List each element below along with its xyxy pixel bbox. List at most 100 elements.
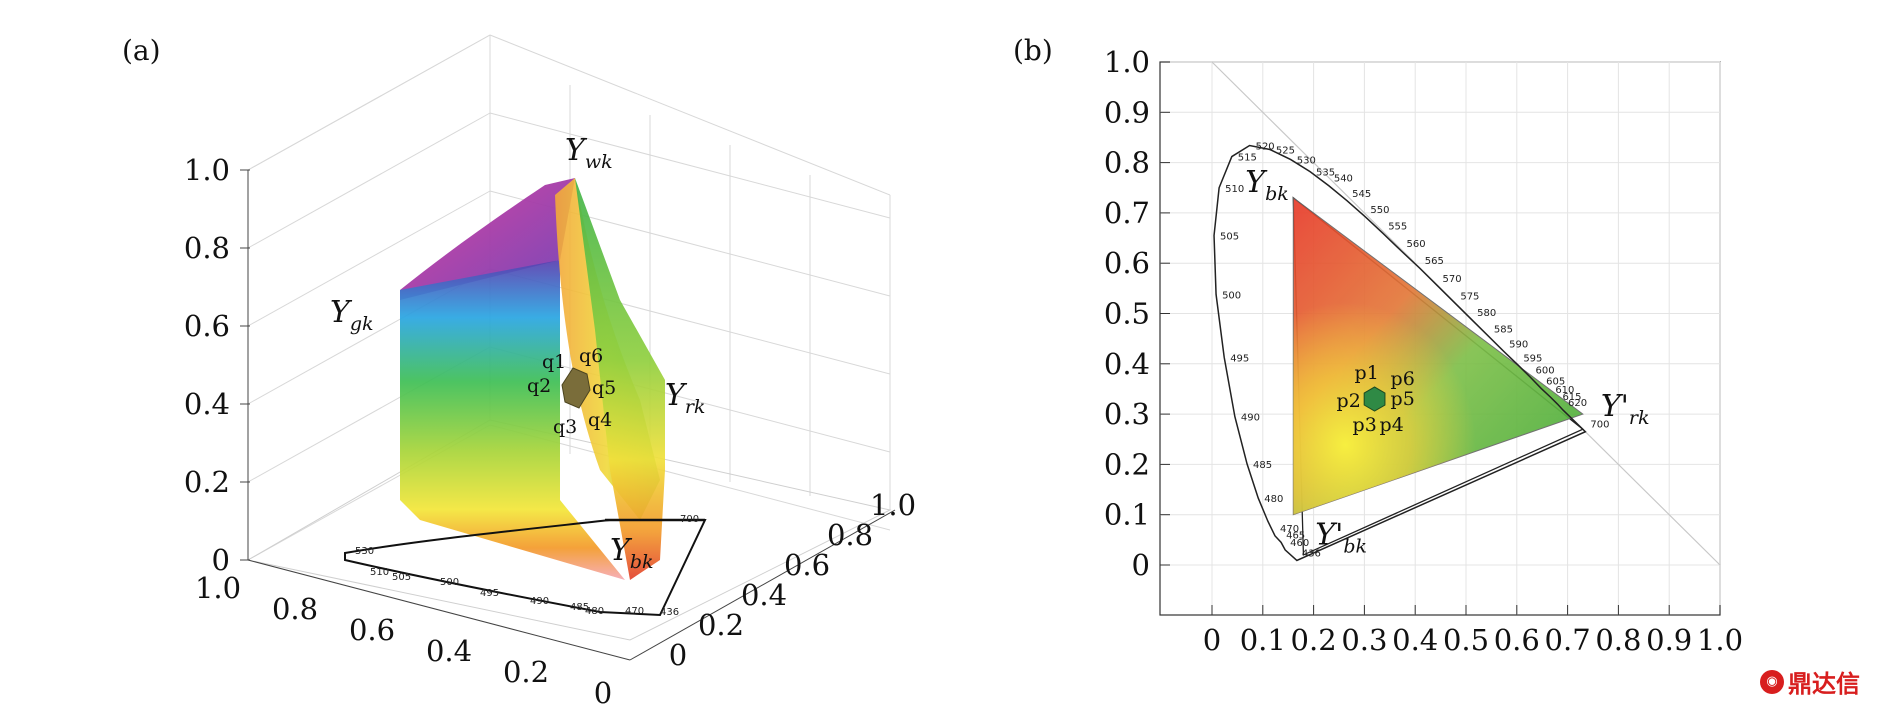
spectral-locus [1213, 144, 1587, 562]
surface-right-face [575, 178, 665, 580]
p-point-label: p1 [1355, 362, 1379, 384]
wavelength-label: 545 [1352, 189, 1371, 200]
panel-b-axis-ticks: 0 0.1 0.2 0.3 0.4 0.5 0.6 0.7 0.8 0.9 1.000.10.20.… [1104, 45, 1743, 657]
wavelength-label: 560 [1406, 239, 1425, 250]
vertex-label-ygk: Ygk [330, 295, 374, 335]
x-tick-label: 0.4 [1392, 623, 1438, 657]
q-point-label: q5 [592, 377, 616, 399]
panel-b-vertex-labels: Ybk Y'rk Y'bk [1245, 165, 1649, 558]
floor-wavelength-label: 436 [660, 607, 679, 618]
z-tick-label: 0.8 [184, 231, 230, 265]
y-tick-label: 0.6 [1104, 246, 1150, 280]
wavelength-label: 615 [1562, 392, 1581, 403]
surface-top-magenta [400, 178, 575, 300]
y-tick-label: 0.4 [741, 578, 787, 612]
x-tick-label: 1.0 [1697, 623, 1743, 657]
x-tick-label: 0.2 [1291, 623, 1337, 657]
y-tick-label: 0 [1132, 548, 1150, 582]
vertex-label-yrk: Yrk [665, 378, 705, 418]
wavelength-label: 490 [1241, 413, 1260, 424]
vertex-label-yrk-prime: Y'rk [1601, 389, 1650, 429]
y-axis-line [629, 509, 896, 661]
wavelength-label: 555 [1388, 222, 1407, 233]
x-tick-label: 0.8 [1595, 623, 1641, 657]
q-point-label: q6 [579, 345, 603, 367]
wavelength-label: 480 [1264, 494, 1283, 505]
x-tick-label: 0.1 [1240, 623, 1286, 657]
wavelength-label: 520 [1256, 141, 1275, 152]
z-tick-label: 0.2 [184, 465, 230, 499]
vertex-label-ywk: Ywk [565, 133, 613, 173]
floor-wavelength-label: 490 [530, 596, 549, 607]
x-tick-label: 0 [1203, 623, 1221, 657]
wavelength-label: 590 [1509, 340, 1528, 351]
box-edge [247, 34, 491, 171]
wavelength-label: 595 [1523, 353, 1542, 364]
y-tick-label: 0 [669, 638, 687, 672]
wavelength-label: 600 [1536, 365, 1555, 376]
wavelength-label: 500 [1222, 290, 1241, 301]
y-tick-label: 1.0 [870, 488, 916, 522]
wavelength-label: 540 [1334, 174, 1353, 185]
p-point-label: p3 [1353, 414, 1377, 436]
wavelength-label: 530 [1297, 156, 1316, 167]
x-tick-label: 0.6 [1494, 623, 1540, 657]
floor-wavelength-label: 480 [585, 606, 604, 617]
floor-wavelength-label: 700 [680, 514, 699, 525]
x-tick-label: 0.8 [272, 592, 318, 626]
floor-wavelength-label: 510 [370, 567, 389, 578]
x-tick-label: 0.9 [1646, 623, 1692, 657]
x-tick-label: 1.0 [195, 571, 241, 605]
3d-surface [400, 178, 665, 580]
p-point-label: p6 [1391, 368, 1415, 390]
y-tick-label: 0.8 [827, 518, 873, 552]
wavelength-label: 465 [1286, 530, 1305, 541]
z-tick-label: 0 [212, 543, 230, 577]
x-tick-label: 0.5 [1443, 623, 1489, 657]
x-tick-label: 0.2 [503, 655, 549, 689]
x-tick-label: 0.4 [426, 634, 472, 668]
vertex-label-ybk-prime: Y'bk [1315, 518, 1367, 558]
watermark-logo-icon: ◉ [1760, 669, 1784, 694]
panel-a-label: (a) [122, 34, 161, 67]
wavelength-label: 460 [1290, 538, 1309, 549]
wavelength-label: 620 [1568, 398, 1587, 409]
x-tick-label: 0.3 [1341, 623, 1387, 657]
vertex-label-ybk: Ybk [1245, 165, 1289, 205]
y-tick-label: 0.8 [1104, 146, 1150, 180]
y-tick-label: 0.2 [698, 608, 744, 642]
floor-wavelength-label: 530 [355, 546, 374, 557]
z-tick-label: 1.0 [184, 153, 230, 187]
q-point-label: q3 [553, 416, 577, 438]
wavelength-label: 550 [1370, 205, 1389, 216]
wavelength-label: 575 [1460, 291, 1479, 302]
vertex-label-ybk: Ybk [610, 533, 654, 573]
y-tick-label: 0.4 [1104, 347, 1150, 381]
watermark: ◉ 鼎达信 [1760, 664, 1860, 699]
wavelength-label: 585 [1494, 325, 1513, 336]
panel-b-label: (b) [1013, 34, 1053, 67]
floor-locus-outline [344, 519, 707, 617]
p-point-label: p4 [1380, 414, 1404, 436]
y-tick-label: 0.2 [1104, 447, 1150, 481]
x-tick-label: 0.7 [1545, 623, 1591, 657]
gamut-triangle-highlight [1293, 197, 1583, 515]
floor-wavelength-label: 495 [480, 588, 499, 599]
q-point-label: q1 [542, 351, 566, 373]
floor-wavelength-label: 500 [440, 577, 459, 588]
p-point-label: p5 [1391, 388, 1415, 410]
x-axis-line [247, 559, 631, 661]
wavelength-label: 515 [1238, 153, 1257, 164]
y-tick-label: 0.3 [1104, 397, 1150, 431]
wavelength-label: 495 [1230, 353, 1249, 364]
x-tick-label: 0 [594, 676, 612, 709]
floor-wavelength-label: 485 [570, 602, 589, 613]
wavelength-label: 605 [1546, 376, 1565, 387]
box-edge [489, 34, 891, 196]
watermark-text: 鼎达信 [1788, 670, 1860, 698]
wavelength-label: 565 [1425, 256, 1444, 267]
wavelength-label: 525 [1276, 146, 1295, 157]
wavelength-label: 470 [1280, 524, 1299, 535]
